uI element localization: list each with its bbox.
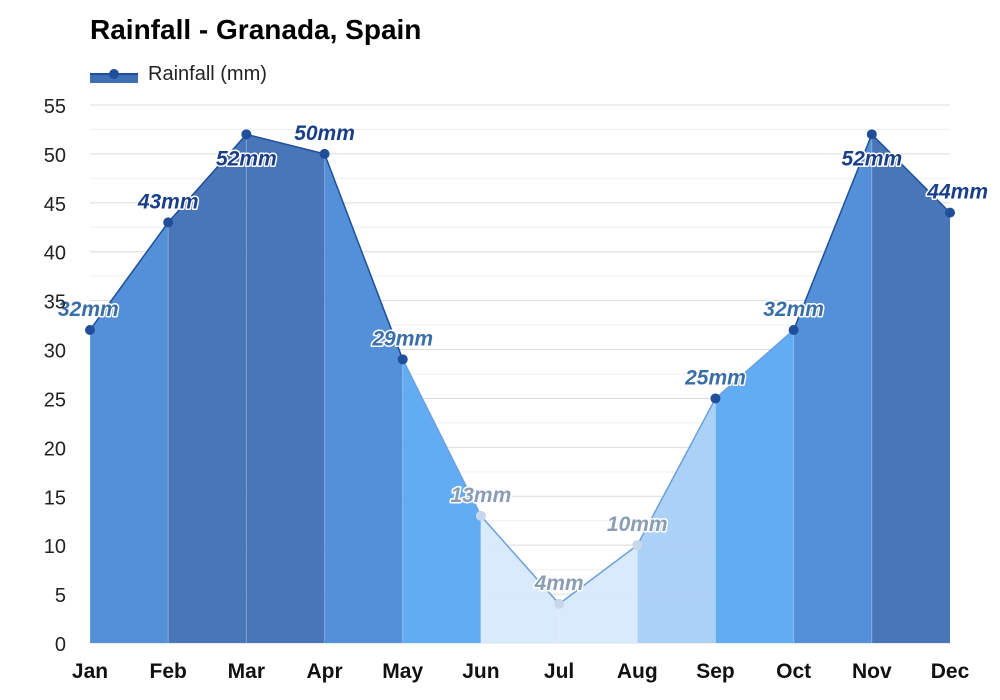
y-tick-label: 10	[44, 536, 66, 558]
data-point-sep	[710, 393, 721, 404]
legend: Rainfall (mm)	[90, 60, 267, 88]
y-tick-label: 0	[55, 634, 66, 656]
x-tick-label: May	[382, 660, 423, 683]
data-label-aug: 10mm	[607, 513, 668, 536]
series-line-segment	[480, 515, 560, 605]
x-tick-label: Dec	[931, 660, 970, 683]
series-line-segment	[402, 358, 482, 517]
area-segment-aug	[637, 398, 716, 643]
area-segment-nov	[871, 134, 950, 643]
data-point-feb	[163, 217, 174, 228]
data-point-jul	[554, 598, 565, 609]
series-line-segment	[246, 133, 325, 155]
x-tick-label: Jul	[544, 660, 574, 683]
chart-title: Rainfall - Granada, Spain	[90, 14, 422, 45]
y-tick-label: 20	[44, 438, 66, 460]
area-segment-may	[402, 359, 481, 643]
series-line-segment	[714, 329, 795, 400]
y-axis-ticks: 0 5 10 15 20 25 30 35 40 45 50 55	[44, 96, 66, 656]
data-label-jan: 32mm	[58, 298, 119, 321]
y-tick-label: 45	[44, 194, 66, 216]
x-tick-label: Jun	[462, 660, 499, 683]
data-point-oct	[788, 324, 799, 335]
data-label-may: 29mm	[371, 327, 433, 350]
area-segment-jun	[480, 515, 560, 643]
y-tick-label: 25	[44, 389, 66, 411]
area-segment-feb	[168, 134, 247, 643]
data-label-oct: 32mm	[763, 298, 824, 321]
series-line-segment	[636, 398, 717, 546]
data-point-may	[397, 354, 408, 365]
x-tick-label: Jan	[72, 660, 108, 683]
data-label-mar: 52mm	[216, 147, 277, 170]
data-label-feb: 43mm	[137, 190, 199, 213]
y-tick-label: 55	[44, 96, 66, 118]
data-label-apr: 50mm	[294, 122, 355, 145]
x-tick-label: Nov	[852, 660, 892, 683]
y-tick-label: 15	[44, 487, 66, 509]
series-line-segment	[871, 133, 951, 214]
y-tick-label: 5	[55, 585, 66, 607]
area-segment-sep	[715, 329, 794, 643]
y-tick-label: 35	[44, 292, 66, 314]
data-points	[85, 129, 955, 609]
legend-swatch	[90, 65, 138, 83]
data-label-sep: 25mm	[684, 366, 746, 389]
data-labels: 32mm 43mm 52mm 50mm 29mm 13mm 4mm 10mm 25mm 32mm 5…	[57, 120, 990, 596]
y-tick-label: 50	[44, 145, 66, 167]
data-point-apr	[319, 148, 330, 159]
area-segment-jan	[90, 222, 169, 643]
series-line-segment	[558, 544, 638, 605]
series-line-segment	[89, 221, 169, 331]
x-tick-label: Sep	[696, 660, 735, 683]
data-label-nov: 52mm	[841, 147, 902, 170]
data-point-dec	[945, 207, 955, 218]
x-tick-label: Oct	[776, 660, 811, 683]
x-tick-label: Feb	[150, 660, 187, 683]
data-point-jan	[85, 324, 95, 335]
series-line-segment	[323, 153, 404, 360]
area-segment-oct	[793, 134, 872, 643]
x-tick-label: Aug	[617, 660, 658, 683]
legend-label: Rainfall (mm)	[148, 62, 267, 85]
data-point-jun	[475, 510, 486, 521]
data-point-nov	[866, 129, 877, 140]
data-point-aug	[632, 540, 643, 551]
data-label-jul: 4mm	[534, 572, 584, 595]
x-tick-label: Mar	[228, 660, 265, 683]
y-tick-label: 40	[44, 243, 66, 265]
x-tick-label: Apr	[306, 660, 342, 683]
y-tick-label: 30	[44, 341, 66, 363]
x-axis-ticks: Jan Feb Mar Apr May Jun Jul Aug Sep Oct Nov Dec	[72, 660, 970, 683]
data-label-jun: 13mm	[451, 484, 512, 507]
area-segment-jul	[559, 545, 638, 643]
data-label-dec: 44mm	[926, 181, 988, 204]
area-segment-apr	[324, 153, 403, 643]
series-line-segment	[792, 134, 873, 331]
area-segments	[89, 134, 950, 643]
area-segment-mar	[246, 134, 325, 643]
data-point-mar	[241, 129, 252, 140]
series-line-segment	[167, 133, 247, 223]
series-line	[89, 133, 951, 605]
